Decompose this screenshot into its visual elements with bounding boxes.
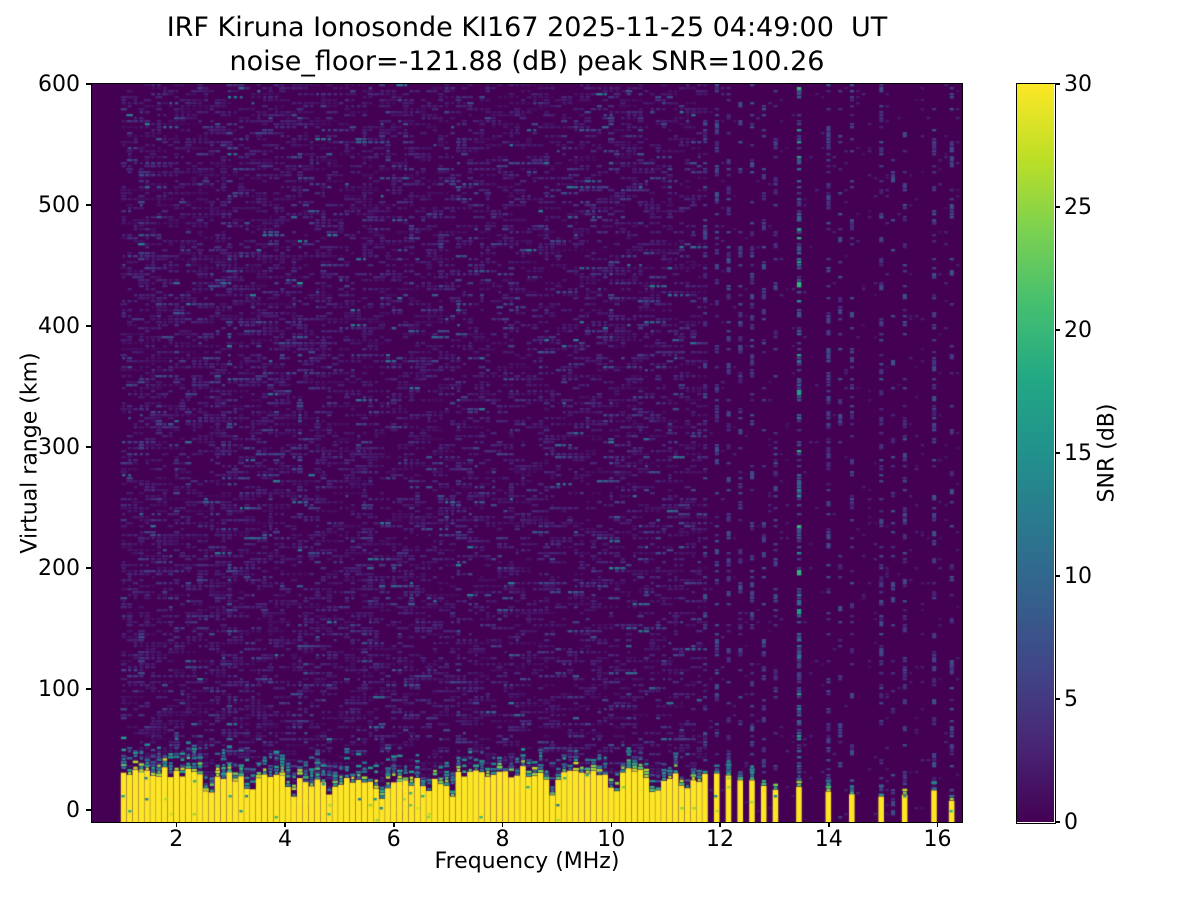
y-tick-label: 400 bbox=[38, 313, 80, 339]
ionogram-heatmap bbox=[92, 84, 962, 822]
x-tick-label: 2 bbox=[169, 827, 184, 852]
y-axis-label: Virtual range (km) bbox=[17, 352, 43, 554]
y-tick-mark bbox=[86, 204, 91, 206]
x-tick-mark bbox=[610, 822, 613, 827]
x-tick-label: 12 bbox=[706, 827, 735, 852]
colorbar-tick-mark bbox=[1055, 821, 1060, 823]
colorbar-tick-mark bbox=[1055, 206, 1060, 208]
x-tick-mark bbox=[501, 822, 504, 827]
y-tick-mark bbox=[86, 446, 91, 448]
colorbar-tick-label: 25 bbox=[1064, 195, 1092, 220]
colorbar-gradient bbox=[1017, 84, 1054, 822]
colorbar-tick-label: 5 bbox=[1064, 687, 1078, 712]
y-tick-label: 600 bbox=[38, 72, 80, 97]
y-tick-label: 300 bbox=[38, 434, 80, 460]
colorbar-label: SNR (dB) bbox=[1094, 403, 1120, 503]
colorbar-tick-mark bbox=[1055, 698, 1060, 700]
x-tick-label: 6 bbox=[386, 827, 401, 852]
y-tick-mark bbox=[86, 325, 91, 327]
colorbar-tick-mark bbox=[1055, 83, 1060, 85]
y-tick-mark bbox=[86, 809, 91, 811]
y-tick-label: 200 bbox=[38, 555, 80, 581]
y-tick-label: 500 bbox=[38, 192, 80, 218]
x-tick-mark bbox=[719, 822, 721, 827]
x-tick-label: 16 bbox=[923, 827, 952, 852]
colorbar-tick-mark bbox=[1055, 575, 1060, 577]
x-tick-mark bbox=[284, 822, 286, 827]
x-tick-label: 10 bbox=[597, 827, 626, 852]
colorbar-tick-mark bbox=[1055, 452, 1060, 454]
x-axis-label: Frequency (MHz) bbox=[434, 849, 620, 874]
x-tick-label: 8 bbox=[495, 827, 510, 852]
x-tick-mark bbox=[175, 822, 178, 827]
chart-title: IRF Kiruna Ionosonde KI167 2025-11-25 04… bbox=[166, 12, 888, 43]
y-tick-label: 0 bbox=[66, 797, 80, 823]
y-tick-label: 100 bbox=[38, 676, 80, 702]
colorbar-tick-label: 20 bbox=[1064, 318, 1092, 343]
y-tick-mark bbox=[86, 83, 91, 85]
colorbar-tick-label: 15 bbox=[1064, 441, 1092, 466]
x-tick-label: 14 bbox=[814, 827, 843, 852]
x-tick-mark bbox=[393, 822, 395, 827]
colorbar-tick-label: 0 bbox=[1064, 810, 1078, 835]
colorbar-tick-label: 10 bbox=[1064, 564, 1092, 589]
colorbar-tick-mark bbox=[1055, 329, 1060, 331]
x-tick-label: 4 bbox=[278, 827, 293, 852]
chart-subtitle: noise_floor=-121.88 (dB) peak SNR=100.26 bbox=[229, 46, 825, 77]
y-tick-mark bbox=[86, 567, 91, 569]
x-tick-mark bbox=[936, 822, 939, 827]
colorbar-tick-label: 30 bbox=[1064, 72, 1092, 97]
x-tick-mark bbox=[828, 822, 830, 827]
y-tick-mark bbox=[86, 688, 91, 690]
